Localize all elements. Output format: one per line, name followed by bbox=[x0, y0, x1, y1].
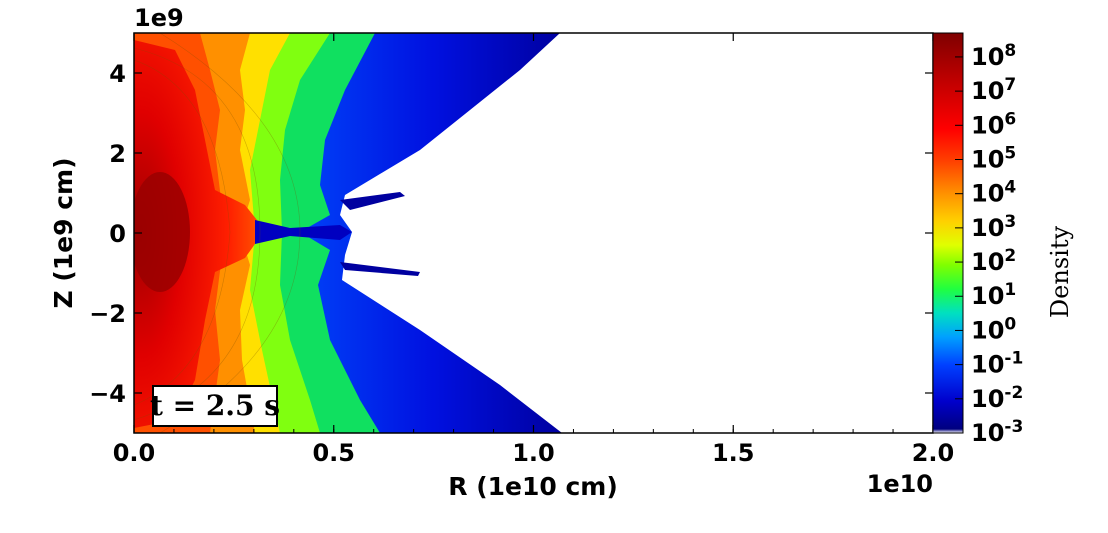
x-tick-label: 0.0 bbox=[113, 439, 156, 467]
colorbar-tick-label: 106 bbox=[971, 109, 1016, 139]
y-scale-label: 1e9 bbox=[134, 4, 184, 32]
colorbar-tick-label: 108 bbox=[971, 41, 1016, 71]
colorbar-tick-label: 105 bbox=[971, 143, 1016, 173]
colorbar-tick-label: 102 bbox=[971, 246, 1016, 276]
y-tick-label: −2 bbox=[89, 300, 126, 328]
colorbar-tick-label: 103 bbox=[971, 212, 1016, 242]
x-tick-label: 0.5 bbox=[312, 439, 355, 467]
colorbar-tick-label: 101 bbox=[971, 280, 1016, 310]
y-tick-label: −4 bbox=[89, 380, 126, 408]
colorbar-tick-label: 104 bbox=[971, 178, 1016, 208]
colorbar-tick-label: 107 bbox=[971, 75, 1016, 105]
x-tick-label: 1.0 bbox=[512, 439, 555, 467]
time-annotation-text: t = 2.5 s bbox=[150, 389, 280, 422]
y-tick-label: 4 bbox=[109, 60, 126, 88]
y-axis-ticks: 4 2 0 −2 −4 bbox=[89, 60, 933, 408]
equatorial-feature bbox=[255, 220, 352, 244]
y-axis-label: Z (1e9 cm) bbox=[49, 157, 78, 308]
colorbar-tick-label: 10-1 bbox=[971, 349, 1023, 379]
density-field bbox=[134, 33, 933, 433]
x-tick-label: 1.5 bbox=[712, 439, 755, 467]
y-tick-label: 0 bbox=[109, 220, 126, 248]
core-region bbox=[134, 40, 265, 428]
x-axis-ticks: 0.0 0.5 1.0 1.5 2.0 bbox=[113, 33, 955, 467]
colorbar bbox=[932, 32, 964, 434]
colorbar-tick-label: 10-3 bbox=[971, 417, 1023, 447]
x-scale-label: 1e10 bbox=[867, 470, 933, 498]
x-axis-label: R (1e10 cm) bbox=[448, 472, 618, 501]
colorbar-ticks: 108 107 106 105 104 103 102 101 100 10-1 10-2 10-3 bbox=[955, 41, 1023, 447]
y-tick-label: 2 bbox=[109, 140, 126, 168]
x-tick-label: 2.0 bbox=[912, 439, 955, 467]
colorbar-tick-label: 100 bbox=[971, 314, 1016, 344]
colorbar-label: Density bbox=[1046, 226, 1074, 319]
colorbar-tick-label: 10-2 bbox=[971, 383, 1023, 413]
time-annotation: t = 2.5 s bbox=[150, 385, 280, 427]
